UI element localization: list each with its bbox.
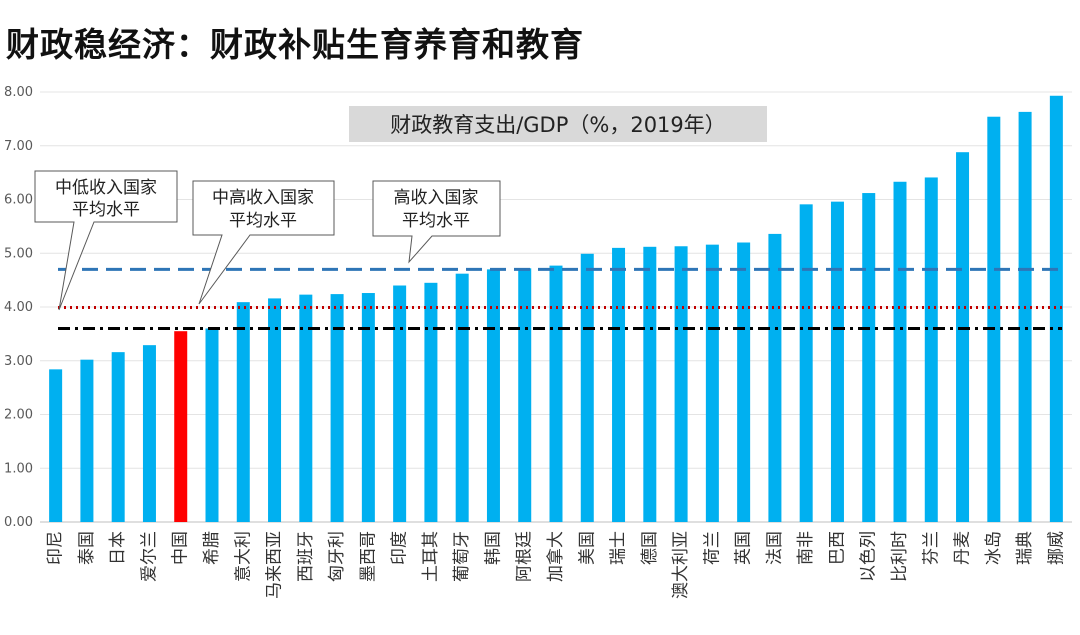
callout-low-income-line2: 平均水平	[72, 200, 140, 220]
bars	[49, 95, 1063, 523]
category-label: 希腊	[202, 531, 222, 565]
bar-德国	[643, 246, 657, 523]
y-tick-label: 6.00	[4, 193, 33, 208]
category-label: 冰岛	[984, 531, 1004, 565]
bar-英国	[737, 242, 751, 522]
callout-upper-middle-income: 中高收入国家 平均水平	[192, 180, 335, 305]
bar-澳大利亚	[674, 246, 688, 522]
category-label: 阿根廷	[515, 531, 535, 582]
bar-爱尔兰	[142, 345, 156, 522]
y-tick-label: 2.00	[4, 408, 33, 423]
category-label: 芬兰	[921, 531, 941, 565]
bar-南非	[799, 204, 813, 522]
chart-title-box: 财政教育支出/GDP（%，2019年）	[349, 106, 767, 142]
y-tick-label: 7.00	[4, 139, 33, 154]
category-label: 意大利	[233, 531, 253, 582]
bar-美国	[580, 253, 594, 522]
y-tick-label: 8.00	[4, 85, 33, 100]
y-axis-ticks: 0.00 1.00 2.00 3.00 4.00 5.00 6.00 7.00 8.00	[4, 85, 33, 530]
bar-泰国	[80, 359, 94, 522]
category-label: 美国	[577, 531, 597, 565]
bar-印尼	[49, 369, 63, 522]
callout-high-income-line2: 平均水平	[402, 211, 470, 231]
bar-法国	[768, 233, 782, 522]
callout-upper-middle-line2: 平均水平	[229, 211, 297, 231]
category-label: 墨西哥	[358, 531, 378, 582]
chart-title: 财政教育支出/GDP（%，2019年）	[390, 113, 726, 137]
callout-upper-middle-line1: 中高收入国家	[212, 188, 314, 208]
bar-荷兰	[705, 244, 719, 522]
callout-low-income-line1: 中低收入国家	[55, 178, 157, 198]
bar-土耳其	[424, 282, 438, 522]
bar-瑞典	[1018, 111, 1032, 522]
bar-印度	[393, 285, 407, 522]
category-label: 法国	[765, 531, 785, 565]
category-label: 比利时	[890, 531, 910, 582]
category-label: 瑞典	[1015, 531, 1035, 565]
y-tick-label: 0.00	[4, 515, 33, 530]
category-label: 南非	[796, 531, 816, 565]
category-label: 匈牙利	[327, 531, 347, 582]
bar-挪威	[1049, 95, 1063, 522]
category-label: 德国	[640, 531, 660, 565]
category-labels: 印尼 泰国 日本 爱尔兰 中国 希腊 意大利 马来西亚 西班牙 匈牙利 墨西哥 印度 土耳其 葡萄牙 韩国阿…	[46, 531, 1067, 599]
bar-希腊	[205, 328, 219, 522]
category-label: 印尼	[46, 531, 66, 565]
category-label: 韩国	[484, 531, 504, 565]
bar-中国	[174, 331, 188, 522]
y-tick-label: 5.00	[4, 246, 33, 261]
category-label: 以色列	[859, 531, 879, 582]
category-label: 瑞士	[609, 531, 629, 565]
bar-匈牙利	[330, 294, 344, 522]
category-label: 巴西	[828, 531, 848, 565]
y-tick-label: 4.00	[4, 300, 33, 315]
bar-墨西哥	[361, 293, 375, 522]
bar-葡萄牙	[455, 273, 469, 522]
y-tick-label: 3.00	[4, 354, 33, 369]
category-label: 澳大利亚	[671, 531, 691, 599]
callout-high-income-line1: 高收入国家	[394, 188, 479, 208]
y-tick-label: 1.00	[4, 461, 33, 476]
category-label: 泰国	[77, 531, 97, 565]
category-label: 西班牙	[296, 531, 316, 582]
category-label: 挪威	[1046, 531, 1066, 565]
category-label: 丹麦	[953, 531, 973, 565]
bar-丹麦	[956, 152, 970, 522]
category-label: 土耳其	[421, 531, 441, 582]
category-label: 英国	[734, 531, 754, 565]
category-label: 荷兰	[702, 531, 722, 565]
bar-意大利	[236, 302, 250, 522]
bar-加拿大	[549, 265, 563, 522]
page-title: 财政稳经济：财政补贴生育养育和教育	[6, 25, 584, 64]
category-label: 爱尔兰	[140, 531, 160, 582]
bar-以色列	[862, 193, 876, 523]
bar-比利时	[893, 181, 907, 522]
bar-阿根廷	[518, 268, 532, 522]
bar-马来西亚	[268, 298, 282, 522]
category-label: 马来西亚	[265, 531, 285, 599]
reference-lines	[58, 267, 1062, 330]
category-label: 加拿大	[545, 531, 566, 582]
bar-日本	[111, 352, 125, 522]
callout-high-income: 高收入国家 平均水平	[372, 180, 501, 264]
bar-瑞士	[612, 247, 626, 522]
bar-冰岛	[987, 116, 1001, 522]
bar-韩国	[486, 269, 500, 522]
category-label: 印度	[390, 531, 410, 565]
bar-巴西	[830, 201, 844, 522]
category-label: 日本	[108, 531, 128, 565]
category-label: 中国	[171, 531, 191, 565]
bar-西班牙	[299, 294, 313, 522]
bar-芬兰	[924, 177, 938, 522]
callout-low-income: 中低收入国家 平均水平	[34, 170, 178, 311]
category-label: 葡萄牙	[452, 531, 472, 582]
